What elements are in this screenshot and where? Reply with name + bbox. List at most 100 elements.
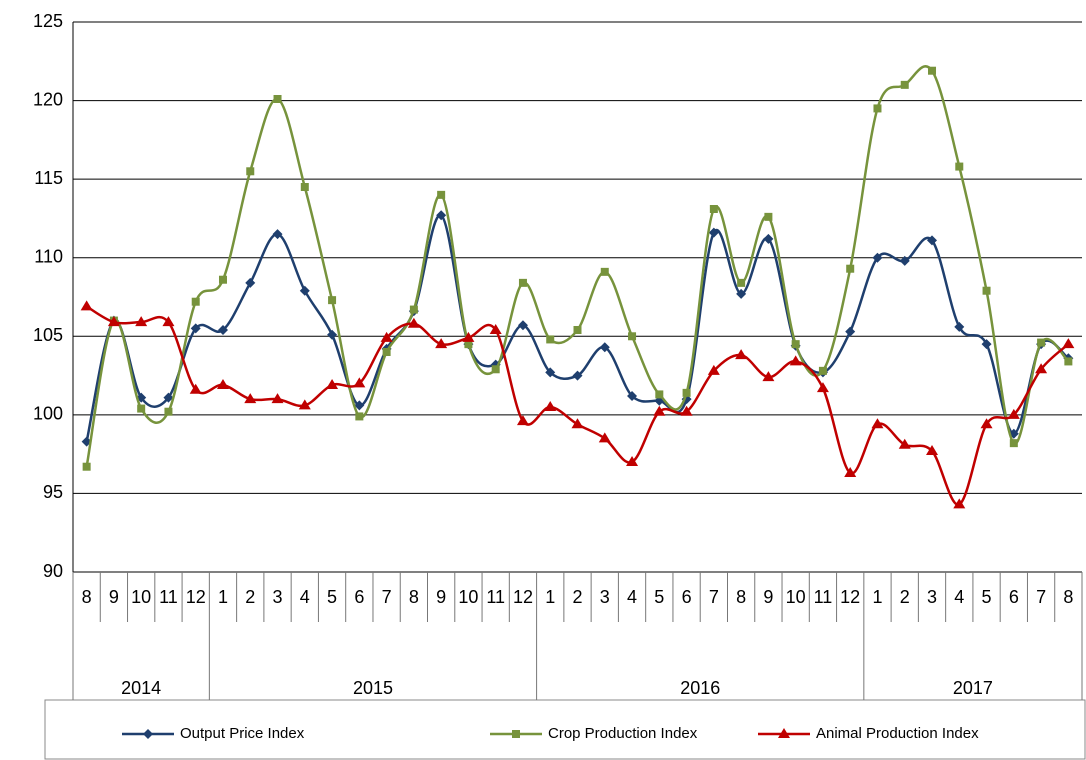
marker — [708, 227, 719, 238]
x-tick-label: 3 — [927, 587, 937, 607]
legend-label: Output Price Index — [180, 725, 305, 742]
marker — [464, 340, 473, 349]
x-tick-label: 5 — [327, 587, 337, 607]
marker — [953, 498, 966, 509]
marker — [436, 210, 447, 221]
marker — [353, 377, 366, 388]
marker — [491, 365, 500, 374]
marker — [571, 418, 584, 429]
marker — [217, 325, 228, 335]
marker — [573, 326, 582, 334]
marker — [409, 305, 418, 314]
marker — [328, 296, 337, 305]
marker — [900, 80, 909, 89]
x-tick-label: 4 — [954, 587, 964, 607]
x-tick-label: 3 — [600, 587, 610, 607]
x-tick-label: 12 — [513, 587, 533, 607]
marker — [982, 286, 991, 295]
marker — [655, 390, 664, 399]
year-label: 2017 — [953, 678, 993, 698]
marker — [926, 445, 939, 455]
marker — [873, 104, 882, 113]
marker — [437, 190, 446, 199]
x-tick-label: 10 — [786, 587, 806, 607]
marker — [627, 391, 638, 401]
x-tick-label: 4 — [300, 587, 310, 607]
x-tick-label: 12 — [840, 587, 860, 607]
series-line — [85, 65, 1070, 467]
marker — [816, 382, 829, 393]
marker — [137, 404, 146, 413]
marker — [300, 183, 309, 191]
marker — [107, 316, 120, 327]
x-tick-label: 4 — [627, 587, 637, 607]
marker — [846, 264, 855, 273]
marker — [1007, 408, 1020, 419]
marker — [298, 399, 311, 410]
marker — [626, 456, 639, 466]
year-label: 2014 — [121, 678, 161, 698]
marker — [355, 412, 364, 421]
x-tick-label: 6 — [682, 587, 692, 607]
marker — [928, 66, 937, 75]
marker — [82, 462, 91, 471]
x-tick-label: 8 — [409, 587, 419, 607]
marker — [680, 405, 693, 416]
marker — [707, 364, 720, 375]
legend-label: Animal Production Index — [816, 725, 979, 742]
x-tick-label: 6 — [354, 587, 364, 607]
marker — [218, 275, 227, 284]
marker — [80, 300, 93, 311]
marker — [898, 438, 911, 449]
x-tick-label: 2 — [572, 587, 582, 607]
marker — [1064, 357, 1073, 366]
marker — [981, 339, 992, 350]
x-tick-label: 3 — [273, 587, 283, 607]
y-tick-label: 95 — [43, 482, 63, 502]
marker — [954, 321, 965, 332]
x-tick-label: 11 — [814, 587, 833, 607]
marker — [143, 729, 153, 739]
marker — [628, 332, 637, 341]
marker — [791, 340, 800, 349]
marker — [190, 323, 201, 334]
marker — [435, 338, 448, 349]
marker — [709, 205, 718, 213]
x-tick-label: 10 — [458, 587, 478, 607]
marker — [489, 324, 502, 334]
x-tick-label: 9 — [763, 587, 773, 607]
marker — [380, 331, 393, 342]
x-tick-label: 5 — [982, 587, 992, 607]
x-tick-label: 11 — [486, 587, 505, 607]
marker — [927, 235, 938, 246]
x-tick-label: 5 — [654, 587, 664, 607]
marker — [216, 379, 229, 389]
y-tick-label: 120 — [33, 89, 63, 109]
x-tick-label: 1 — [218, 587, 228, 607]
x-tick-label: 12 — [186, 587, 206, 607]
marker — [1035, 363, 1048, 374]
marker — [163, 392, 174, 403]
marker — [244, 393, 257, 404]
marker — [135, 316, 148, 327]
marker — [164, 407, 173, 416]
x-tick-label: 7 — [1036, 587, 1046, 607]
marker — [764, 212, 773, 221]
marker — [544, 401, 557, 411]
x-tick-label: 8 — [736, 587, 746, 607]
marker — [653, 405, 666, 416]
marker — [845, 326, 856, 337]
marker — [735, 349, 748, 360]
marker — [327, 329, 338, 340]
marker — [899, 255, 910, 266]
marker — [763, 233, 774, 244]
marker — [955, 162, 964, 171]
marker — [272, 229, 283, 240]
marker — [737, 278, 746, 287]
marker — [245, 277, 256, 288]
marker — [517, 320, 528, 331]
marker — [1009, 439, 1018, 448]
x-tick-label: 9 — [436, 587, 446, 607]
